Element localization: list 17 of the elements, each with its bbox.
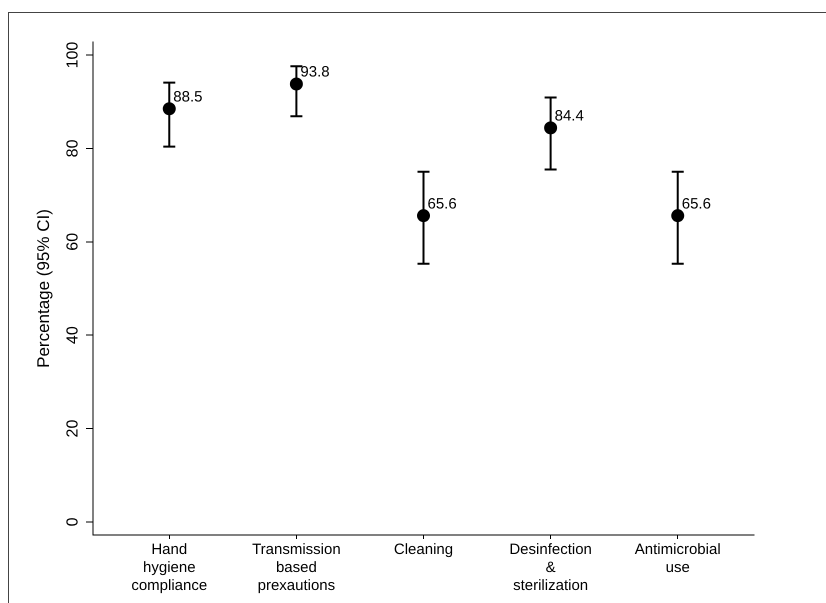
x-tick-label: Transmission based prexautions (252, 541, 341, 594)
data-label: 84.4 (554, 108, 584, 125)
data-label: 65.6 (428, 195, 457, 212)
y-tick-label: 20 (64, 420, 82, 438)
y-axis-title: Percentage (95% CI) (34, 209, 53, 368)
x-tick-label: Cleaning (394, 541, 454, 558)
data-label: 65.6 (682, 195, 711, 212)
y-tick-label: 100 (64, 42, 82, 68)
data-label: 88.5 (173, 88, 202, 106)
x-tick-label: Hand hygiene compliance (131, 541, 208, 594)
x-tick-label: Antimicrobial use (634, 541, 721, 576)
data-label: 93.8 (300, 64, 330, 81)
x-tick-label: Desinfection & sterilization (509, 541, 592, 594)
y-tick-label: 80 (64, 139, 82, 158)
y-tick-label: 40 (64, 326, 82, 344)
y-tick-label: 60 (64, 232, 82, 251)
y-tick-label: 0 (64, 517, 82, 526)
